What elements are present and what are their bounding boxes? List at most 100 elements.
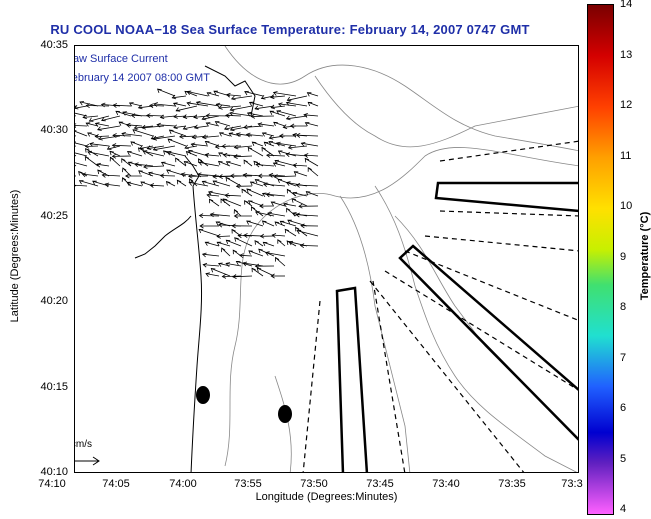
current-vector-head: [253, 160, 259, 166]
current-vector-head: [276, 110, 281, 115]
current-vector-head: [285, 101, 291, 106]
current-vector: [210, 213, 231, 217]
current-vector-head: [204, 241, 210, 246]
current-vector: [198, 229, 220, 237]
current-vector-head: [259, 233, 265, 239]
current-vector-head: [243, 124, 248, 130]
current-vector: [264, 141, 275, 147]
current-vector: [121, 133, 143, 137]
current-vector-head: [229, 106, 235, 112]
current-vector: [75, 184, 88, 187]
current-vector-head: [87, 132, 92, 137]
current-vector-head: [244, 200, 249, 205]
current-vector-head: [231, 223, 236, 229]
current-vector: [89, 115, 110, 122]
current-vector-head: [96, 162, 101, 168]
current-vector: [86, 105, 110, 107]
current-vector: [193, 115, 209, 118]
current-vector: [230, 125, 253, 131]
current-vector-head: [257, 122, 263, 127]
current-vector: [82, 173, 99, 177]
current-vector: [153, 103, 176, 107]
current-vector-head: [214, 121, 220, 126]
current-vector-head: [221, 143, 226, 149]
xtick: 73:3: [561, 478, 583, 490]
current-vector: [167, 151, 187, 157]
current-vector-head: [287, 219, 292, 224]
xtick: 73:40: [432, 478, 460, 490]
current-vector-head: [193, 114, 198, 120]
current-vector-head: [215, 102, 221, 108]
current-vector: [248, 200, 264, 207]
current-vector: [192, 135, 209, 138]
current-vector-head: [229, 173, 235, 179]
current-vector: [86, 122, 99, 127]
current-vector-head: [270, 273, 275, 279]
xtick: 73:45: [366, 478, 394, 490]
current-vector: [112, 134, 132, 137]
current-vector-head: [268, 172, 274, 178]
current-vector-head: [214, 144, 220, 149]
current-vector-head: [125, 122, 131, 128]
current-vector-head: [112, 103, 117, 108]
current-vector-head: [255, 162, 260, 168]
current-vector: [287, 219, 308, 227]
current-vector-head: [133, 125, 139, 130]
current-vector-head: [188, 173, 193, 179]
coastline: [134, 65, 256, 472]
current-vector-head: [186, 101, 192, 107]
current-vector: [286, 153, 308, 157]
current-vector-head: [182, 114, 188, 119]
current-vector-head: [143, 164, 148, 170]
current-vector-head: [225, 262, 231, 267]
current-vector: [297, 230, 319, 237]
current-vector-head: [201, 252, 207, 258]
current-vector-head: [186, 90, 192, 96]
current-vector: [207, 194, 220, 197]
current-vector-head: [261, 192, 267, 198]
current-vector: [304, 154, 319, 157]
current-vector-head: [159, 173, 165, 179]
current-vector-head: [118, 121, 124, 126]
current-vector-head: [268, 135, 274, 140]
current-vector-head: [212, 180, 218, 185]
current-vector-head: [134, 162, 139, 167]
current-vector-head: [231, 228, 236, 234]
current-vector-head: [254, 263, 260, 269]
current-vector-head: [112, 133, 117, 138]
current-vector-head: [104, 182, 110, 188]
current-vector: [230, 105, 253, 111]
current-vector-head: [274, 159, 280, 165]
current-vector: [75, 112, 88, 117]
current-vector-head: [291, 198, 296, 203]
current-vector: [205, 141, 220, 147]
current-vector: [146, 115, 165, 117]
current-vector: [231, 95, 253, 100]
current-vector: [207, 92, 220, 97]
current-vector-head: [85, 122, 91, 127]
current-vector-head: [233, 213, 239, 219]
current-vector-head: [307, 167, 312, 172]
current-vector-head: [230, 95, 236, 101]
ytick: 40:10: [40, 466, 68, 478]
current-vector-head: [262, 241, 268, 247]
current-vector-head: [292, 191, 298, 197]
current-vector: [109, 150, 121, 157]
current-vector-head: [197, 158, 203, 163]
current-vector-head: [232, 274, 237, 279]
xtick: 73:35: [498, 478, 526, 490]
current-vector: [229, 132, 242, 137]
current-vector-head: [146, 113, 151, 119]
current-vector-head: [204, 152, 210, 158]
current-vector-head: [245, 132, 251, 138]
current-vector: [183, 125, 198, 130]
current-vector-head: [295, 182, 301, 188]
current-vector: [273, 121, 286, 127]
current-vector: [105, 183, 121, 187]
current-vector-head: [204, 140, 210, 146]
current-vector: [306, 191, 319, 197]
scale-label: 50 cm/s: [75, 439, 93, 450]
current-vector-head: [146, 145, 152, 150]
current-vector: [126, 124, 143, 127]
current-vector-head: [127, 161, 133, 166]
